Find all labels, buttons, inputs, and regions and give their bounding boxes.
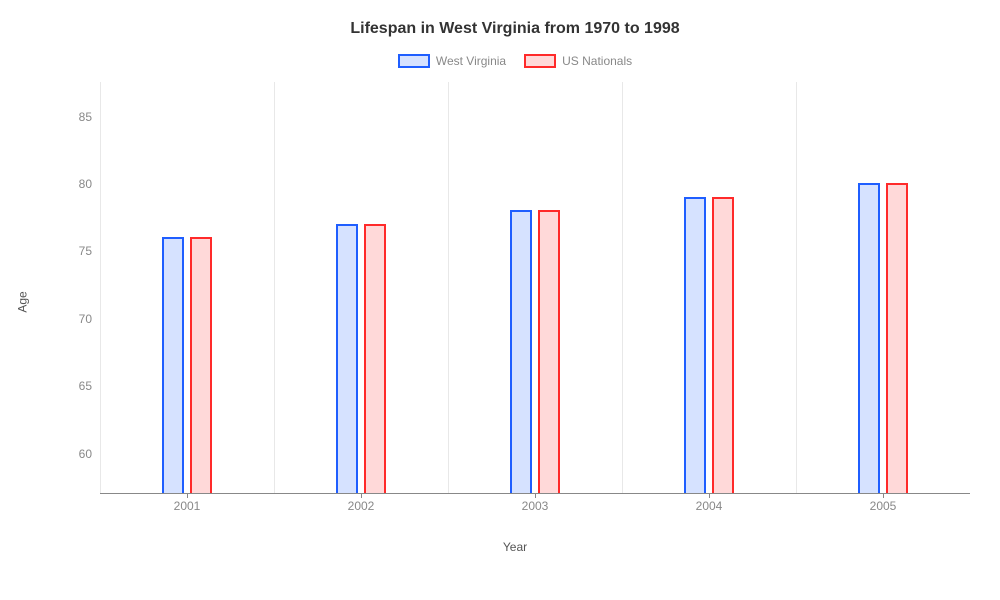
y-tick-label: 60 (52, 447, 92, 461)
x-tick-label: 2001 (174, 499, 201, 513)
y-axis-label: Age (16, 291, 30, 312)
x-tick-label: 2003 (522, 499, 549, 513)
y-tick-label: 75 (52, 244, 92, 258)
bar (684, 197, 706, 493)
y-axis: 60 65 70 75 80 85 (52, 82, 92, 494)
legend-label: West Virginia (436, 54, 506, 68)
x-tick-mark (709, 493, 710, 498)
x-tick-mark (187, 493, 188, 498)
bar (162, 237, 184, 493)
bar (538, 210, 560, 493)
x-tick-mark (535, 493, 536, 498)
x-tick-label: 2004 (696, 499, 723, 513)
grid-area: 20012002200320042005 (100, 82, 970, 494)
grid-line (622, 82, 623, 493)
grid-line (448, 82, 449, 493)
legend-item-us-nationals: US Nationals (524, 54, 632, 68)
bar (336, 224, 358, 494)
bars-layer (100, 82, 970, 493)
x-tick-label: 2002 (348, 499, 375, 513)
grid-line (796, 82, 797, 493)
y-tick-label: 70 (52, 312, 92, 326)
chart-container: Lifespan in West Virginia from 1970 to 1… (0, 0, 1000, 600)
legend-item-west-virginia: West Virginia (398, 54, 506, 68)
x-tick-label: 2005 (870, 499, 897, 513)
bar (712, 197, 734, 493)
bar (858, 183, 880, 493)
y-tick-label: 80 (52, 177, 92, 191)
plot-area: Age 606570758085 20012002200320042005 Ye… (60, 82, 970, 522)
legend-swatch-us-nationals (524, 54, 556, 68)
legend-swatch-west-virginia (398, 54, 430, 68)
y-tick-label: 65 (52, 379, 92, 393)
legend: West Virginia US Nationals (60, 54, 970, 68)
bar (364, 224, 386, 494)
x-tick-mark (883, 493, 884, 498)
grid-line (274, 82, 275, 493)
x-axis-label: Year (503, 540, 527, 554)
grid-line (100, 82, 101, 493)
y-tick-label: 85 (52, 110, 92, 124)
chart-title: Lifespan in West Virginia from 1970 to 1… (60, 20, 970, 38)
bar (190, 237, 212, 493)
legend-label: US Nationals (562, 54, 632, 68)
x-tick-mark (361, 493, 362, 498)
bar (886, 183, 908, 493)
bar (510, 210, 532, 493)
